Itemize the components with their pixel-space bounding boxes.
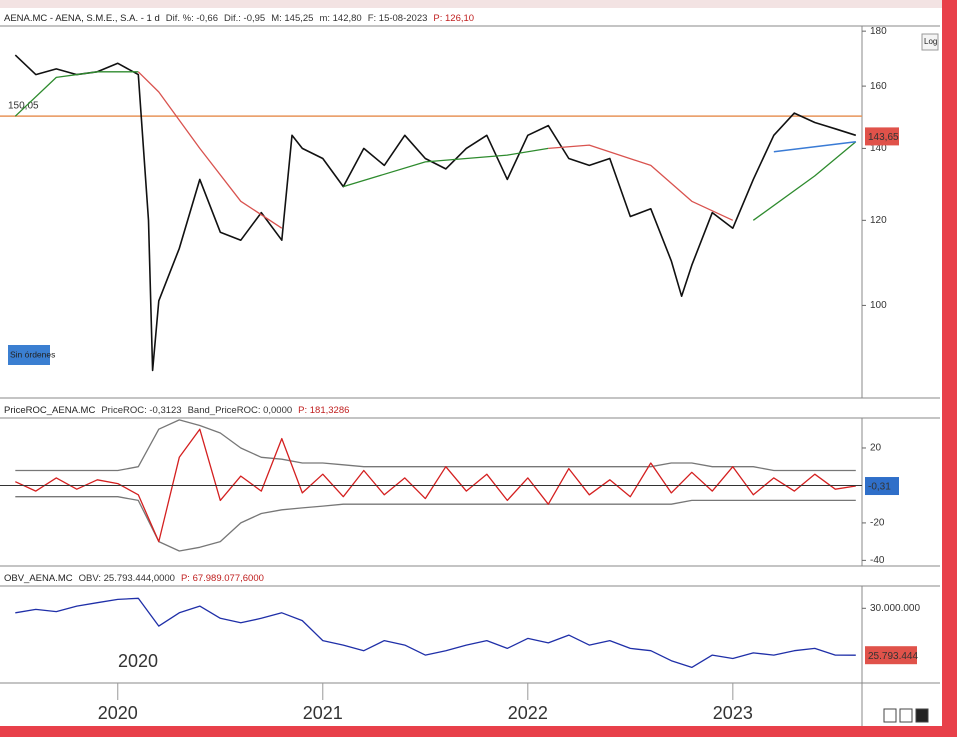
annotation: 2020	[118, 651, 158, 671]
tool-button[interactable]	[899, 708, 913, 723]
header-field: P: 181,3286	[298, 405, 349, 416]
orders-button-label: Sin órdenes	[10, 349, 55, 359]
header-field: P: 126,10	[433, 13, 474, 24]
y-tick-label: -40	[870, 555, 885, 566]
last-value-tag	[865, 127, 899, 146]
y-tick-label: 120	[870, 215, 887, 226]
series-line	[14, 71, 857, 221]
header-bar	[0, 570, 942, 584]
window-border	[942, 0, 957, 737]
last-value-tag	[865, 646, 917, 665]
x-tick-label: 2023	[713, 703, 753, 723]
top-strip	[0, 0, 942, 8]
x-tick-label: 2022	[508, 703, 548, 723]
header-field: OBV: 25.793.444,0000	[79, 573, 175, 584]
tool-button[interactable]	[915, 708, 929, 723]
header-field: P: 67.989.077,6000	[181, 573, 264, 584]
orders-button[interactable]	[8, 345, 50, 365]
header-field: PriceROC: -0,3123	[101, 405, 181, 416]
header-field: M: 145,25	[271, 13, 313, 24]
panel-header: OBV_AENA.MC OBV: 25.793.444,0000 P: 67.989…	[4, 573, 264, 584]
tool-button[interactable]	[883, 708, 897, 723]
series-line	[137, 71, 734, 229]
last-value-label: -0,31	[868, 482, 891, 493]
series-line	[15, 597, 856, 669]
header-field: m: 142,80	[319, 13, 361, 24]
last-value-tag	[865, 477, 899, 496]
series-line	[15, 428, 856, 543]
trendline	[773, 141, 856, 153]
series-line	[15, 419, 856, 472]
y-tick-label: 140	[870, 143, 887, 154]
panel-header: AENA.MC - AENA, S.M.E., S.A. - 1 d Dif. %…	[4, 13, 474, 24]
y-tick-label: 180	[870, 26, 887, 37]
window-border	[0, 726, 957, 737]
header-field: Band_PriceROC: 0,0000	[188, 405, 293, 416]
series-line	[14, 54, 857, 372]
header-bar	[0, 10, 942, 24]
level-label: 150,05	[8, 101, 39, 112]
y-tick-label: 100	[870, 300, 887, 311]
y-tick-label: 160	[870, 81, 887, 92]
header-field: PriceROC_AENA.MC	[4, 405, 95, 416]
x-tick-label: 2021	[303, 703, 343, 723]
panel-header: PriceROC_AENA.MC PriceROC: -0,3123 Band_Pr…	[4, 405, 349, 416]
y-tick-label: 20	[870, 443, 882, 454]
header-field: OBV_AENA.MC	[4, 573, 73, 584]
header-field: Dif.: -0,95	[224, 13, 265, 24]
log-button-label: Log	[924, 37, 937, 46]
header-field: F: 15-08-2023	[368, 13, 428, 24]
header-bar	[0, 402, 942, 416]
last-value-label: 25.793.444	[868, 651, 918, 662]
y-tick-label: 30.000.000	[870, 603, 920, 614]
last-value-label: 143,65	[868, 132, 899, 143]
x-tick-label: 2020	[98, 703, 138, 723]
header-field: Dif. %: -0,66	[166, 13, 218, 24]
y-tick-label: -20	[870, 518, 885, 529]
header-field: AENA.MC - AENA, S.M.E., S.A. - 1 d	[4, 13, 160, 24]
log-button[interactable]	[921, 33, 939, 51]
